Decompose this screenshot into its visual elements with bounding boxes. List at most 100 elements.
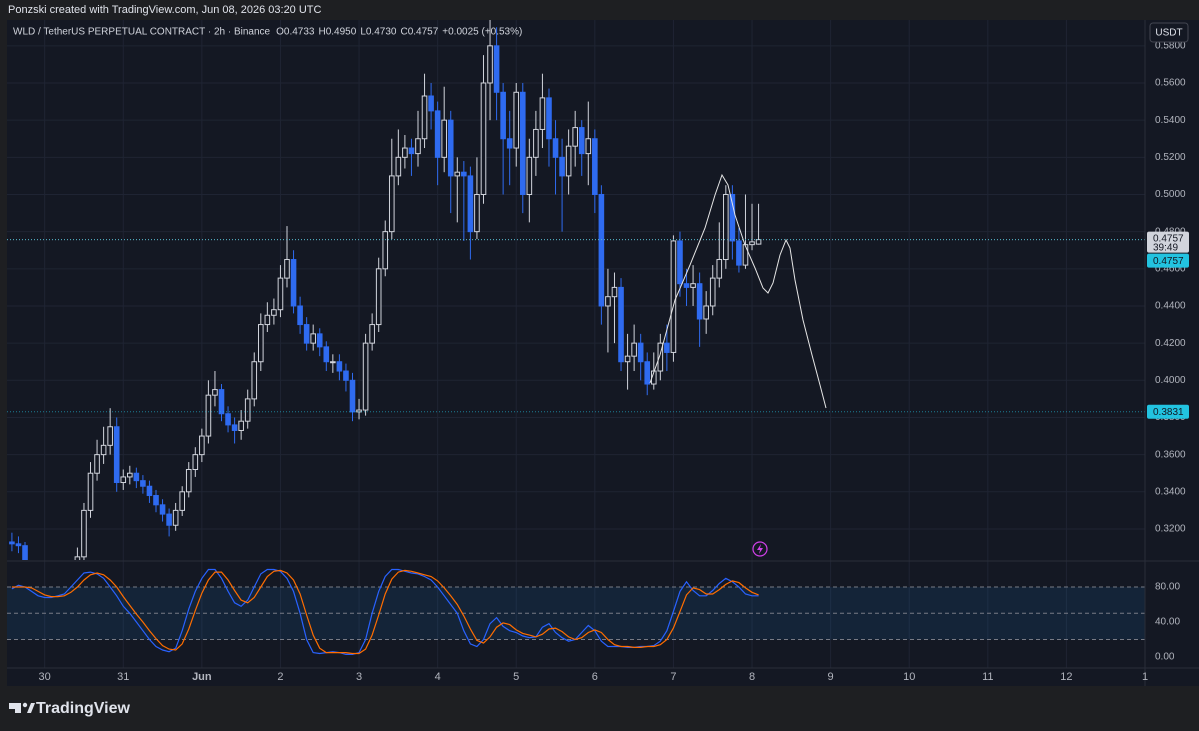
candle-body bbox=[513, 91, 520, 149]
candle-body bbox=[415, 138, 421, 155]
candle-body bbox=[631, 342, 637, 357]
x-tick-label: 6 bbox=[592, 671, 598, 683]
candle-body bbox=[257, 324, 264, 363]
candle-body bbox=[336, 361, 343, 372]
candle-body bbox=[271, 309, 277, 316]
marker-label: 0.4757 bbox=[1153, 256, 1184, 267]
candle-body bbox=[375, 268, 382, 326]
candle-body bbox=[421, 95, 428, 140]
legend-header: WLD / TetherUS PERPETUAL CONTRACT · 2h ·… bbox=[13, 27, 522, 38]
y-tick-label: 0.5200 bbox=[1155, 152, 1186, 163]
indicator-tick-label: 80.00 bbox=[1155, 582, 1180, 593]
bottom-bar bbox=[0, 686, 1199, 731]
y-tick-label: 0.4600 bbox=[1155, 263, 1186, 274]
candle-body bbox=[349, 379, 356, 413]
candle-body bbox=[578, 127, 585, 155]
last-price-box bbox=[1147, 231, 1189, 253]
unit-button[interactable]: USDT bbox=[1149, 22, 1189, 43]
candle-body bbox=[133, 472, 140, 482]
candle-body bbox=[742, 244, 749, 266]
candle-body bbox=[467, 175, 474, 233]
caption: Ponzski created with TradingView.com, Ju… bbox=[8, 4, 322, 16]
candle-body bbox=[592, 138, 598, 195]
price-pane bbox=[7, 20, 1145, 560]
candle-body bbox=[539, 97, 546, 130]
candle-body bbox=[696, 283, 703, 320]
candle-body bbox=[87, 472, 94, 511]
candle-body bbox=[388, 175, 395, 233]
candle-body bbox=[408, 147, 415, 155]
candle-body bbox=[179, 491, 186, 511]
candle-body bbox=[100, 444, 107, 456]
x-tick-label: 5 bbox=[513, 671, 519, 683]
candle-body bbox=[461, 171, 467, 177]
candle-body bbox=[749, 241, 755, 246]
unit-button-frame bbox=[1149, 22, 1189, 43]
y-tick-label: 0.4400 bbox=[1155, 301, 1186, 312]
x-tick-label: 4 bbox=[435, 671, 441, 683]
ohlc-value: +0.0025 (+0.53%) bbox=[442, 27, 522, 38]
candle-body bbox=[657, 342, 664, 372]
candle-body bbox=[284, 259, 290, 279]
candle-body bbox=[310, 333, 316, 344]
x-tick-label: 1 bbox=[1142, 671, 1148, 683]
x-tick-label: 7 bbox=[670, 671, 676, 683]
ohlc-value: C0.4757 bbox=[400, 27, 438, 38]
x-tick-label: 9 bbox=[828, 671, 834, 683]
candle-body bbox=[533, 128, 539, 158]
candle-body bbox=[94, 454, 100, 474]
candle-body bbox=[303, 324, 310, 344]
candle-body bbox=[690, 283, 696, 288]
candle-body bbox=[395, 156, 402, 177]
candle-body bbox=[166, 513, 172, 526]
candle-body bbox=[251, 361, 258, 400]
symbol-title: WLD / TetherUS PERPETUAL CONTRACT · 2h ·… bbox=[13, 27, 271, 38]
indicator-tick-label: 40.00 bbox=[1155, 617, 1180, 628]
candle-body bbox=[637, 342, 644, 363]
candle-body bbox=[723, 193, 729, 261]
unit-label: USDT bbox=[1155, 28, 1182, 39]
y-tick-label: 0.3200 bbox=[1155, 524, 1186, 535]
y-tick-label: 0.3600 bbox=[1155, 449, 1186, 460]
candle-body bbox=[624, 355, 631, 363]
brand-name: TradingView bbox=[36, 700, 131, 717]
candle-body bbox=[185, 469, 192, 493]
indicator-pane bbox=[7, 568, 1145, 655]
candle-body bbox=[565, 145, 572, 177]
ohlc-value: L0.4730 bbox=[360, 27, 397, 38]
x-tick-label: 12 bbox=[1060, 671, 1072, 683]
candle-body bbox=[572, 127, 578, 147]
candle-body bbox=[140, 480, 146, 487]
candle-body bbox=[343, 370, 349, 381]
x-tick-label: 11 bbox=[982, 671, 993, 683]
candle-body bbox=[113, 426, 120, 484]
candle-body bbox=[670, 240, 677, 353]
candle-body bbox=[218, 389, 225, 415]
candle-body bbox=[585, 138, 592, 155]
candle-body bbox=[500, 91, 506, 140]
candle-body bbox=[153, 495, 159, 506]
candle-body bbox=[428, 95, 434, 112]
x-tick-label: 2 bbox=[277, 671, 283, 683]
candle-body bbox=[107, 426, 113, 446]
candle-body bbox=[22, 545, 28, 560]
alert-icon[interactable] bbox=[752, 541, 768, 557]
candle-body bbox=[290, 259, 297, 307]
candle-body bbox=[369, 324, 375, 344]
candle-body bbox=[454, 171, 461, 177]
candle-body bbox=[474, 193, 480, 233]
candle-body bbox=[644, 361, 651, 385]
y-tick-label: 0.5600 bbox=[1155, 78, 1186, 89]
candle-body bbox=[199, 435, 205, 456]
top-bar: Ponzski created with TradingView.com, Ju… bbox=[0, 0, 1199, 20]
candle-body bbox=[611, 286, 618, 298]
x-tick-label: 30 bbox=[39, 671, 51, 683]
candle-body bbox=[323, 346, 330, 363]
candle-body bbox=[487, 45, 493, 84]
candle-body bbox=[238, 420, 244, 431]
candle-body bbox=[9, 541, 15, 545]
x-tick-label: 3 bbox=[356, 671, 362, 683]
candle-body bbox=[297, 305, 303, 326]
